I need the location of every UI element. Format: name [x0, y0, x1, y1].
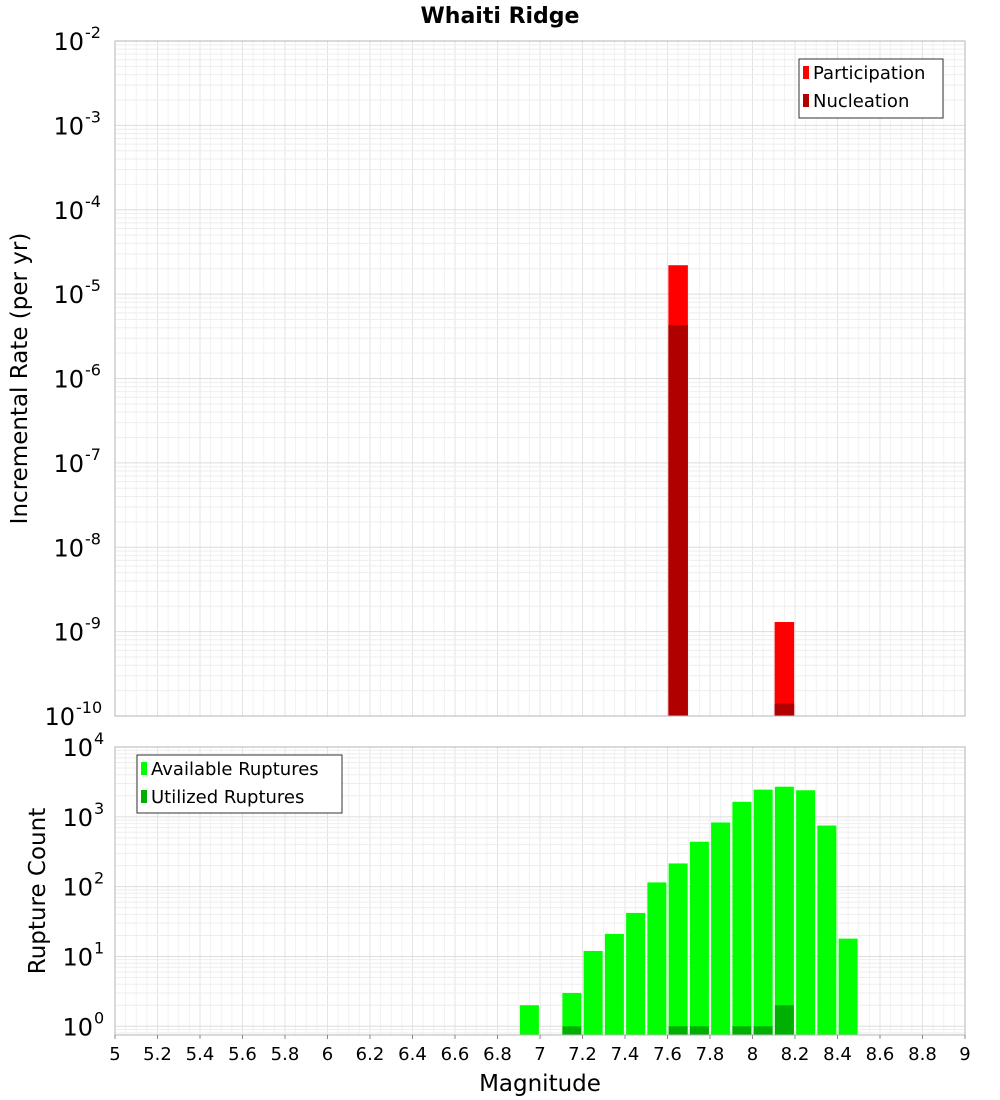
x-axis-label: Magnitude — [479, 1071, 601, 1097]
x-tick-label: 8 — [747, 1044, 758, 1065]
legend-label: Participation — [813, 63, 925, 84]
x-tick-label: 6.8 — [483, 1044, 512, 1065]
bar-1-primary — [711, 822, 731, 1035]
y-tick-exponent: -5 — [85, 276, 101, 295]
x-tick-label: 5.8 — [271, 1044, 300, 1065]
bar-1-primary — [689, 841, 709, 1035]
y-tick-label: 10 — [53, 197, 84, 225]
y-tick-label: 10 — [53, 534, 84, 562]
bar-0-secondary — [668, 325, 688, 716]
y-tick-label: 10 — [53, 28, 84, 56]
bars — [668, 265, 795, 716]
bar-1-primary — [626, 912, 646, 1035]
x-tick-label: 6.4 — [398, 1044, 427, 1065]
bar-1-secondary — [689, 1026, 709, 1035]
legend-label: Utilized Ruptures — [151, 787, 304, 808]
y-tick-label: 10 — [53, 366, 84, 394]
y-tick-exponent: 4 — [94, 729, 104, 748]
bar-1-primary — [604, 933, 624, 1035]
legend: Participation Nucleation — [798, 58, 944, 119]
chart-title: Whaiti Ridge — [421, 4, 580, 29]
bar-1-primary — [774, 786, 794, 1035]
plot-frame — [114, 40, 966, 717]
y-tick-exponent: 0 — [94, 1008, 104, 1027]
legend-swatch — [141, 790, 147, 803]
bar-1-primary — [796, 790, 816, 1035]
legend: Available Ruptures Utilized Ruptures — [136, 754, 343, 814]
bar-1-primary — [817, 825, 837, 1035]
y-tick-label: 10 — [62, 874, 93, 902]
bars — [519, 786, 858, 1035]
x-tick-label: 6.6 — [441, 1044, 470, 1065]
legend-swatch — [803, 94, 809, 107]
bar-1-primary — [562, 992, 582, 1035]
y-tick-exponent: -2 — [85, 23, 101, 42]
x-tick-label: 7.6 — [653, 1044, 682, 1065]
x-tick-label: 6 — [322, 1044, 333, 1065]
bar-1-primary — [668, 863, 688, 1035]
x-tick-label: 7.8 — [696, 1044, 725, 1065]
bar-1-primary — [753, 789, 773, 1035]
y-tick-exponent: 1 — [94, 938, 104, 957]
legend-swatch — [141, 762, 147, 775]
y-tick-label: 10 — [53, 450, 84, 478]
bar-0-secondary — [774, 703, 795, 716]
y-tick-exponent: -6 — [85, 361, 101, 380]
bar-1-secondary — [732, 1026, 752, 1035]
grid-lines — [114, 40, 966, 717]
y-tick-label: 10 — [62, 943, 93, 971]
bar-1-secondary — [774, 1005, 794, 1035]
y-tick-exponent: 2 — [94, 869, 104, 888]
x-tick-label: 7.4 — [611, 1044, 640, 1065]
x-tick-label: 5.4 — [186, 1044, 215, 1065]
legend-label: Nucleation — [813, 91, 909, 112]
bar-1-primary — [838, 938, 858, 1035]
y-axis-label: Rupture Count — [25, 808, 51, 974]
y-tick-exponent: -3 — [85, 107, 101, 126]
y-tick-label: 10 — [53, 619, 84, 647]
x-tick-label: 8.6 — [866, 1044, 895, 1065]
y-tick-exponent: -4 — [85, 192, 101, 211]
bar-1-primary — [583, 950, 603, 1035]
x-tick-label: 5.6 — [228, 1044, 257, 1065]
legend-label: Available Ruptures — [151, 759, 319, 780]
bar-0-primary — [774, 622, 795, 716]
bar-1-primary — [519, 1005, 539, 1035]
y-tick-label: 10 — [53, 281, 84, 309]
x-tick-label: 5 — [109, 1044, 120, 1065]
x-tick-label: 6.2 — [356, 1044, 385, 1065]
y-axis-label: Incremental Rate (per yr) — [7, 233, 33, 525]
legend-swatch — [803, 66, 809, 79]
x-tick-label: 8.2 — [781, 1044, 810, 1065]
bar-1-primary — [732, 801, 752, 1035]
y-tick-exponent: -8 — [85, 529, 101, 548]
x-tick-label: 9 — [959, 1044, 970, 1065]
x-tick-label: 8.8 — [908, 1044, 937, 1065]
y-tick-label: 10 — [62, 1013, 93, 1041]
x-tick-label: 7 — [534, 1044, 545, 1065]
bar-1-secondary — [562, 1026, 582, 1035]
bar-1-secondary — [753, 1026, 773, 1035]
y-tick-label: 10 — [44, 703, 75, 731]
x-tick-label: 5.2 — [143, 1044, 172, 1065]
y-tick-label: 10 — [53, 112, 84, 140]
bar-1-primary — [647, 882, 667, 1035]
y-tick-exponent: -10 — [76, 698, 102, 717]
y-tick-label: 10 — [62, 734, 93, 762]
x-tick-label: 8.4 — [823, 1044, 852, 1065]
y-tick-label: 10 — [62, 804, 93, 832]
y-tick-exponent: 3 — [94, 799, 104, 818]
legend-box — [798, 58, 944, 119]
x-tick-label: 7.2 — [568, 1044, 597, 1065]
bar-1-secondary — [668, 1026, 688, 1035]
legend-box — [136, 754, 343, 814]
y-tick-exponent: -7 — [85, 445, 101, 464]
y-tick-exponent: -9 — [85, 614, 101, 633]
